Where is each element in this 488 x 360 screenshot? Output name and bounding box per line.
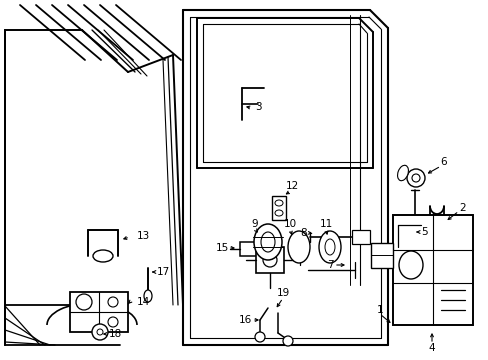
Text: 13: 13 bbox=[136, 231, 149, 241]
Text: 7: 7 bbox=[326, 260, 333, 270]
Bar bbox=[271, 196, 285, 220]
Ellipse shape bbox=[398, 251, 422, 279]
Text: 9: 9 bbox=[251, 219, 258, 229]
Ellipse shape bbox=[283, 336, 292, 346]
Ellipse shape bbox=[325, 239, 334, 255]
Ellipse shape bbox=[411, 174, 419, 182]
Ellipse shape bbox=[274, 200, 283, 206]
Ellipse shape bbox=[108, 297, 118, 307]
Text: 4: 4 bbox=[428, 343, 434, 353]
Text: 11: 11 bbox=[319, 219, 332, 229]
Ellipse shape bbox=[92, 324, 108, 340]
Ellipse shape bbox=[406, 169, 424, 187]
Text: 3: 3 bbox=[254, 102, 261, 112]
Ellipse shape bbox=[97, 329, 103, 335]
Text: 1: 1 bbox=[376, 305, 383, 315]
Text: 16: 16 bbox=[238, 315, 251, 325]
Bar bbox=[256, 247, 284, 273]
Ellipse shape bbox=[397, 165, 407, 181]
Ellipse shape bbox=[263, 253, 276, 267]
Text: 12: 12 bbox=[285, 181, 298, 191]
Ellipse shape bbox=[287, 231, 309, 263]
Text: 18: 18 bbox=[108, 329, 122, 339]
Text: 14: 14 bbox=[136, 297, 149, 307]
Ellipse shape bbox=[253, 224, 282, 260]
Bar bbox=[370, 243, 392, 268]
Text: 8: 8 bbox=[300, 228, 306, 238]
Ellipse shape bbox=[274, 210, 283, 216]
Ellipse shape bbox=[261, 232, 274, 252]
Bar bbox=[351, 230, 369, 244]
Text: 5: 5 bbox=[420, 227, 427, 237]
Text: 2: 2 bbox=[459, 203, 466, 213]
Text: 10: 10 bbox=[283, 219, 296, 229]
Bar bbox=[70, 292, 128, 332]
Text: 19: 19 bbox=[276, 288, 289, 298]
Ellipse shape bbox=[143, 290, 152, 302]
Text: 17: 17 bbox=[156, 267, 169, 277]
Ellipse shape bbox=[108, 317, 118, 327]
Bar bbox=[240, 242, 258, 256]
Ellipse shape bbox=[76, 294, 92, 310]
Ellipse shape bbox=[93, 250, 113, 262]
Text: 6: 6 bbox=[440, 157, 447, 167]
Ellipse shape bbox=[318, 231, 340, 263]
Bar bbox=[392, 215, 472, 325]
Ellipse shape bbox=[254, 332, 264, 342]
Text: 15: 15 bbox=[215, 243, 228, 253]
